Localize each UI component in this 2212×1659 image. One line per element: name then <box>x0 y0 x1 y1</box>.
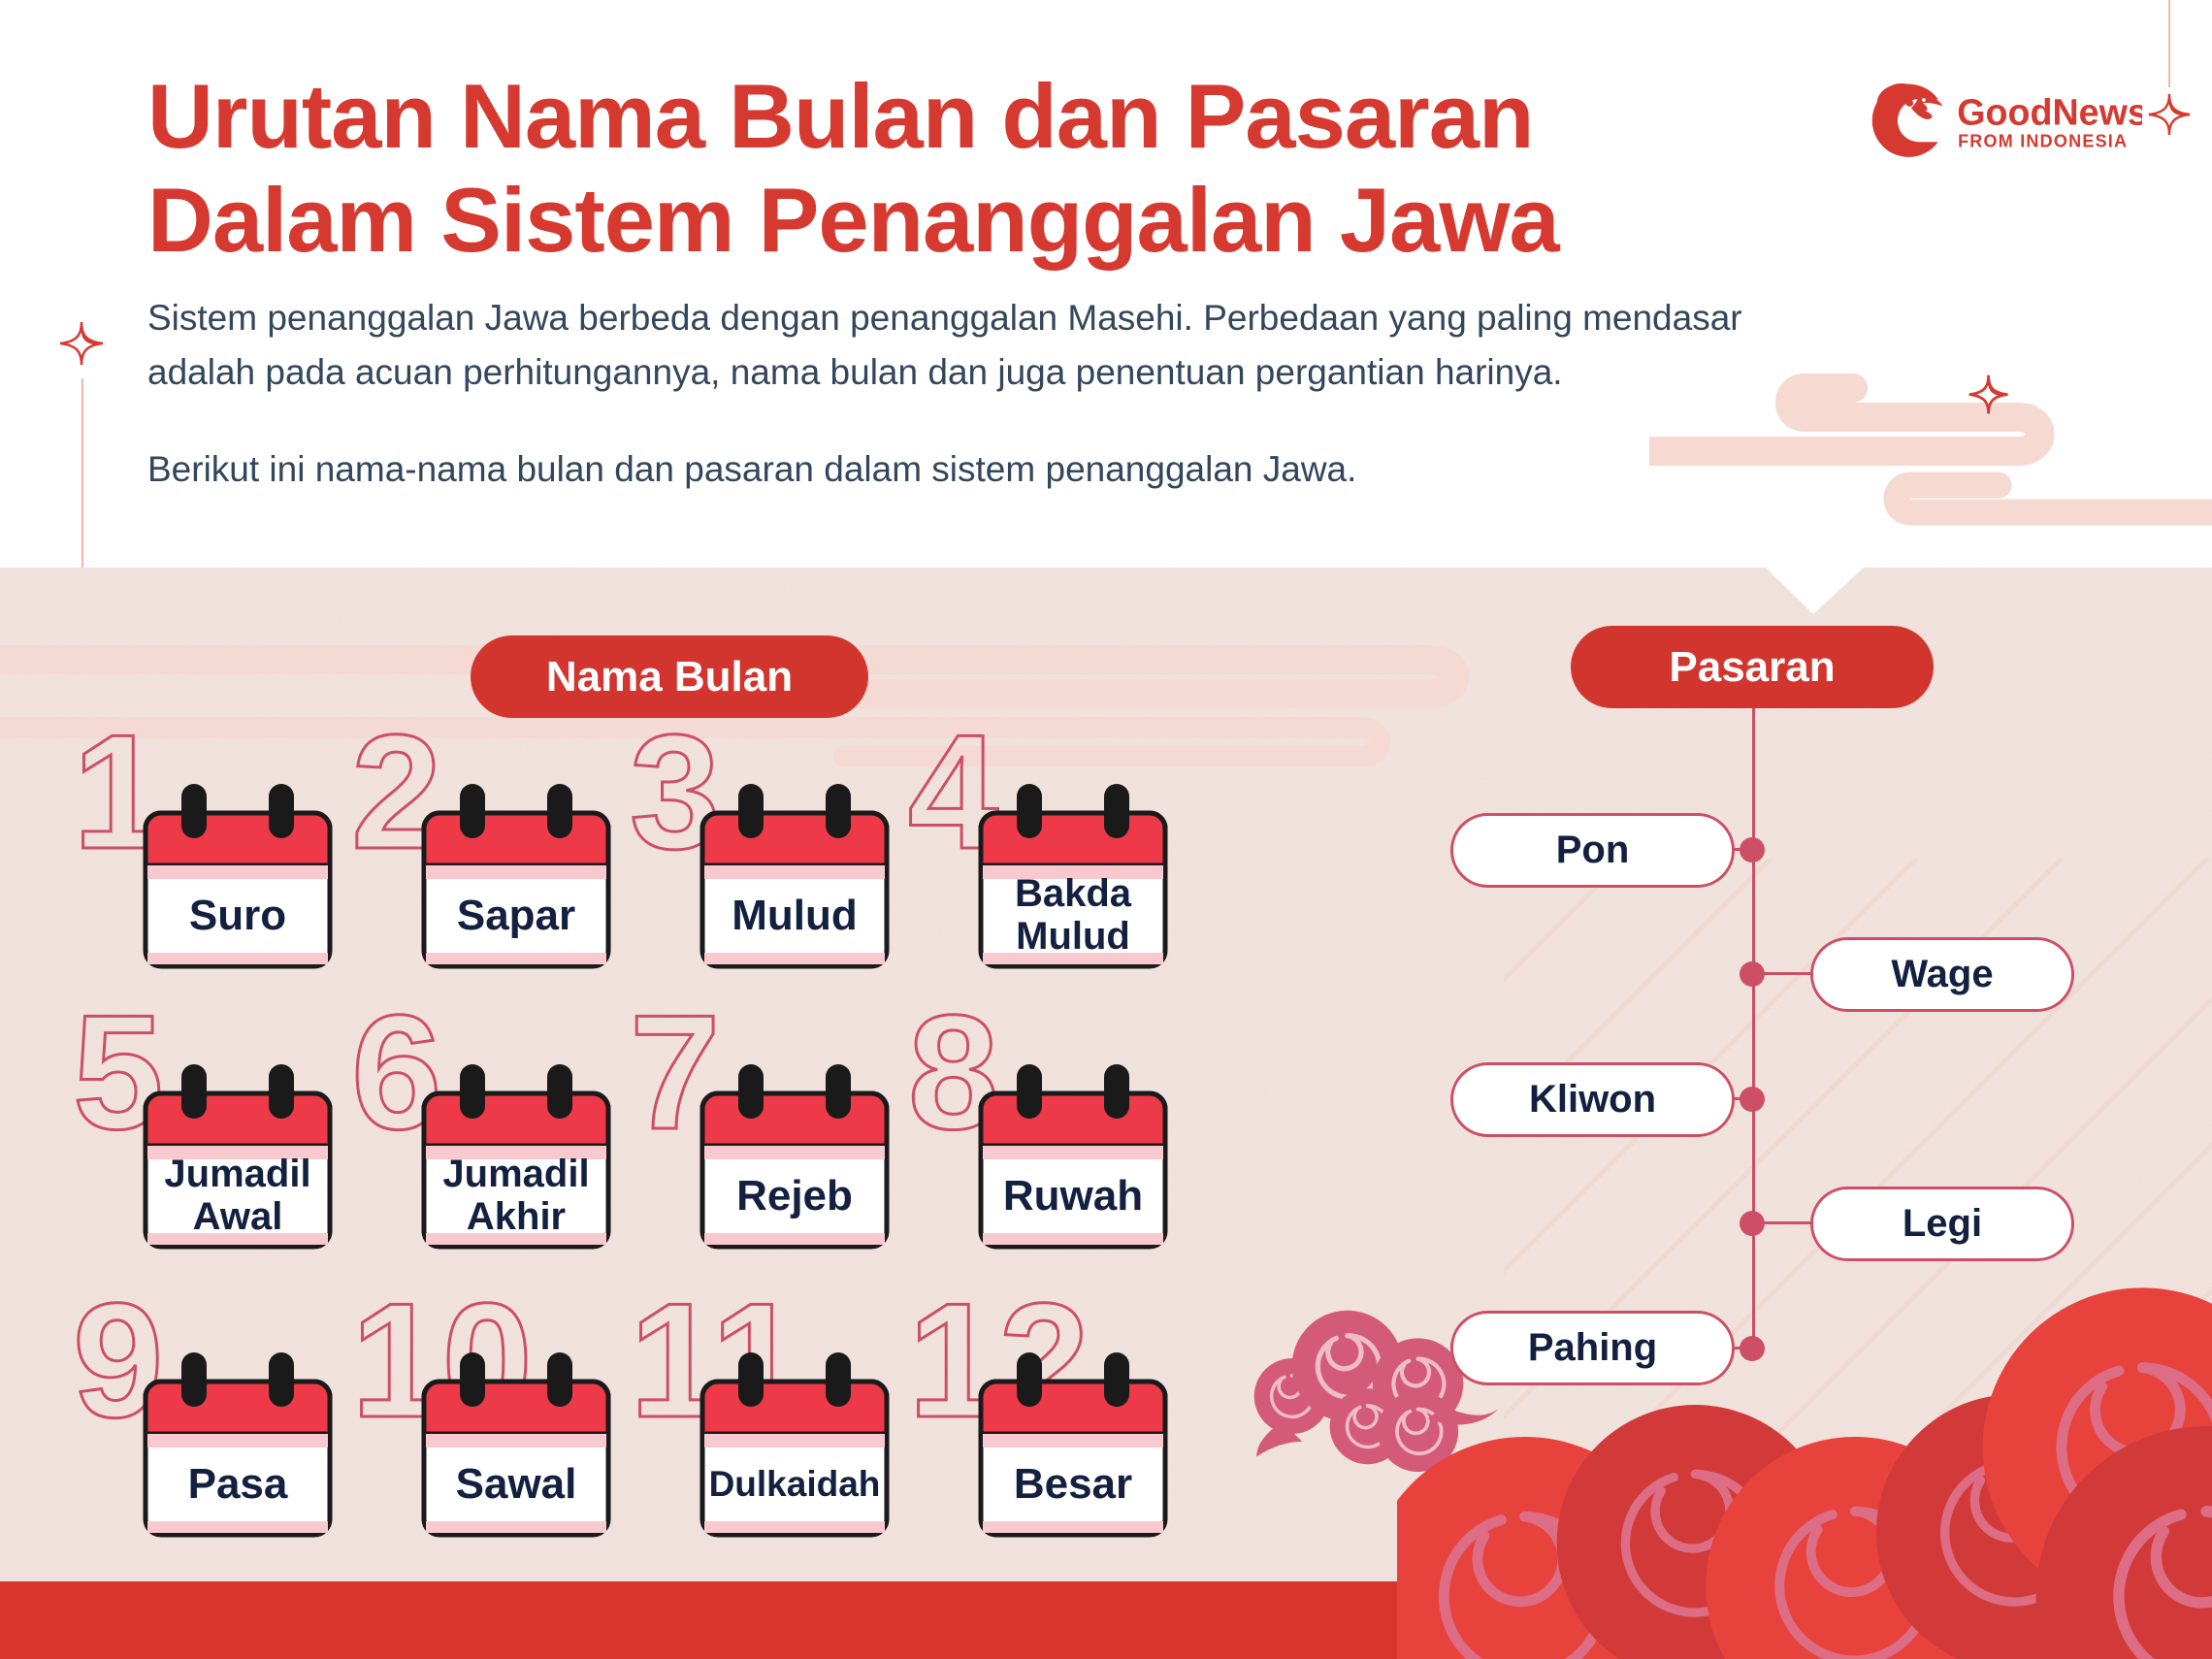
svg-text:Sapar: Sapar <box>457 892 575 939</box>
svg-text:Mulud: Mulud <box>1016 915 1130 958</box>
svg-text:Mulud: Mulud <box>732 892 858 939</box>
svg-text:Ruwah: Ruwah <box>1003 1172 1143 1220</box>
svg-text:Akhir: Akhir <box>467 1195 566 1238</box>
svg-text:Sawal: Sawal <box>456 1460 577 1508</box>
svg-text:Awal: Awal <box>193 1195 283 1238</box>
svg-text:Jumadil: Jumadil <box>442 1153 589 1195</box>
svg-text:Jumadil: Jumadil <box>164 1153 310 1195</box>
svg-text:Pasa: Pasa <box>188 1460 288 1508</box>
svg-text:Suro: Suro <box>189 892 286 939</box>
svg-text:Rejeb: Rejeb <box>736 1172 853 1220</box>
svg-text:Dulkaidah: Dulkaidah <box>709 1464 881 1504</box>
svg-text:FROM INDONESIA: FROM INDONESIA <box>1958 131 2128 150</box>
svg-text:GoodNews: GoodNews <box>1957 91 2142 132</box>
svg-text:Bakda: Bakda <box>1015 872 1132 915</box>
svg-text:Besar: Besar <box>1014 1460 1132 1508</box>
